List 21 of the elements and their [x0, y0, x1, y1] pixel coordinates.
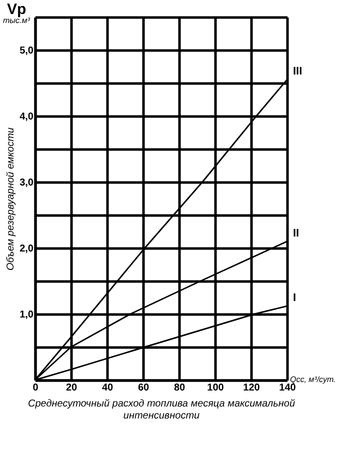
text: Qсс, м³/сут. [290, 375, 336, 384]
x-tick-label: 120 [243, 382, 260, 394]
y-tick-label: 4,0 [20, 112, 34, 122]
x-tick-label: 60 [138, 382, 150, 394]
x-tick-label: 40 [102, 382, 114, 394]
x-axis-title: Среднесуточный расход топлива месяца максимальной интенсивности [28, 398, 296, 422]
x-tick-label: 140 [279, 382, 296, 394]
text: тыс.м³ [3, 16, 30, 25]
series-label: III [293, 66, 302, 78]
x-tick-label: 0 [32, 382, 39, 394]
y-tick-label: 2,0 [20, 244, 34, 254]
series-label: I [293, 292, 296, 304]
y-tick-label: 3,0 [20, 178, 34, 188]
y-axis-title: Объем резервуарной емкости [6, 127, 17, 270]
text: Vр [7, 1, 26, 18]
y-tick-label: 5,0 [20, 46, 34, 56]
y-tick-label: 1,0 [20, 310, 34, 320]
series-label: II [293, 227, 300, 240]
x-tick-label: 100 [207, 382, 224, 394]
x-tick-label: 80 [174, 382, 186, 394]
x-tick-label: 20 [66, 382, 78, 394]
